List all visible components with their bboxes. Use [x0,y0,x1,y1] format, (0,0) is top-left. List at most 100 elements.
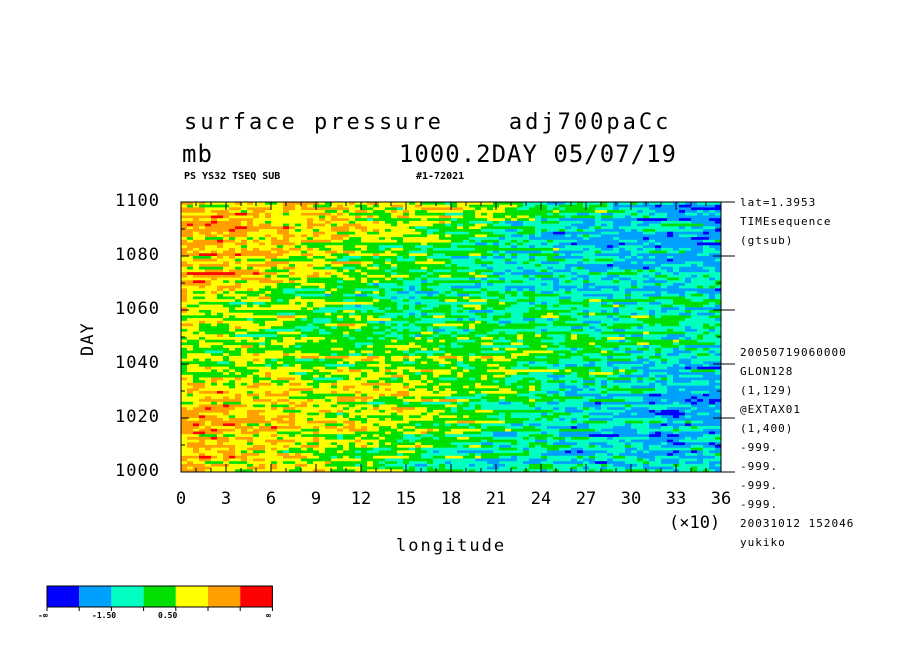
heatmap-cell [301,288,308,292]
heatmap-cell [349,269,356,273]
heatmap-cell [709,312,716,316]
heatmap-cell [331,320,338,324]
heatmap-cell [637,307,644,311]
heatmap-cell [541,261,548,265]
heatmap-cell [391,283,398,287]
heatmap-cell [571,301,578,305]
heatmap-cell [613,215,620,219]
heatmap-cell [193,207,200,211]
heatmap-cell [319,207,326,211]
heatmap-cell [277,266,284,270]
heatmap-cell [469,293,476,297]
heatmap-cell [421,277,428,281]
heatmap-cell [289,207,296,211]
heatmap-cell [313,272,320,276]
heatmap-cell [661,223,668,227]
heatmap-cell [295,223,302,227]
heatmap-cell [193,285,200,289]
heatmap-cell [607,239,614,243]
heatmap-cell [505,266,512,270]
heatmap-cell [619,277,626,281]
heatmap-cell [601,347,608,351]
heatmap-cell [367,202,374,206]
heatmap-cell [493,266,500,270]
heatmap-cell [541,326,548,330]
heatmap-cell [283,245,290,249]
heatmap-cell [223,337,230,341]
heatmap-cell [313,328,320,332]
heatmap-cell [385,310,392,314]
heatmap-cell [211,288,218,292]
heatmap-cell [427,239,434,243]
heatmap-cell [463,261,470,265]
heatmap-cell [373,342,380,346]
heatmap-cell [331,269,338,273]
heatmap-cell [337,212,344,216]
heatmap-cell [253,272,260,276]
heatmap-cell [403,277,410,281]
heatmap-cell [469,331,476,335]
heatmap-cell [601,283,608,287]
heatmap-cell [265,215,272,219]
heatmap-cell [361,261,368,265]
heatmap-cell [565,245,572,249]
heatmap-cell [685,293,692,297]
heatmap-cell [487,239,494,243]
heatmap-cell [403,310,410,314]
heatmap-cell [259,256,266,260]
heatmap-cell [295,207,302,211]
heatmap-cell [409,204,416,208]
heatmap-cell [337,215,344,219]
heatmap-cell [511,326,518,330]
heatmap-cell [469,239,476,243]
heatmap-cell [475,331,482,335]
heatmap-cell [709,318,716,322]
heatmap-cell [415,337,422,341]
heatmap-cell [247,296,254,300]
heatmap-cell [277,231,284,235]
heatmap-cell [481,301,488,305]
heatmap-cell [667,242,674,246]
heatmap-cell [181,210,188,214]
heatmap-cell [481,345,488,349]
heatmap-cell [187,274,194,278]
heatmap-cell [259,350,266,354]
heatmap-cell [199,226,206,230]
heatmap-cell [415,204,422,208]
heatmap-cell [529,296,536,300]
heatmap-cell [571,285,578,289]
heatmap-cell [595,229,602,233]
heatmap-cell [277,204,284,208]
heatmap-cell [685,288,692,292]
heatmap-cell [541,253,548,257]
heatmap-cell [469,256,476,260]
heatmap-cell [445,223,452,227]
heatmap-cell [601,307,608,311]
heatmap-cell [541,331,548,335]
heatmap-cell [295,291,302,295]
heatmap-cell [205,242,212,246]
heatmap-cell [487,345,494,349]
heatmap-cell [289,347,296,351]
heatmap-cell [667,277,674,281]
heatmap-cell [475,237,482,241]
heatmap-cell [559,326,566,330]
heatmap-cell [691,293,698,297]
heatmap-cell [625,272,632,276]
heatmap-cell [487,261,494,265]
heatmap-cell [355,229,362,233]
heatmap-cell [337,204,344,208]
heatmap-cell [409,223,416,227]
heatmap-cell [643,266,650,270]
heatmap-cell [319,307,326,311]
heatmap-cell [361,204,368,208]
heatmap-cell [271,242,278,246]
heatmap-cell [541,234,548,238]
heatmap-cell [505,339,512,343]
heatmap-cell [493,293,500,297]
heatmap-cell [469,318,476,322]
heatmap-cell [685,239,692,243]
heatmap-cell [553,342,560,346]
heatmap-cell [685,207,692,211]
heatmap-cell [433,301,440,305]
